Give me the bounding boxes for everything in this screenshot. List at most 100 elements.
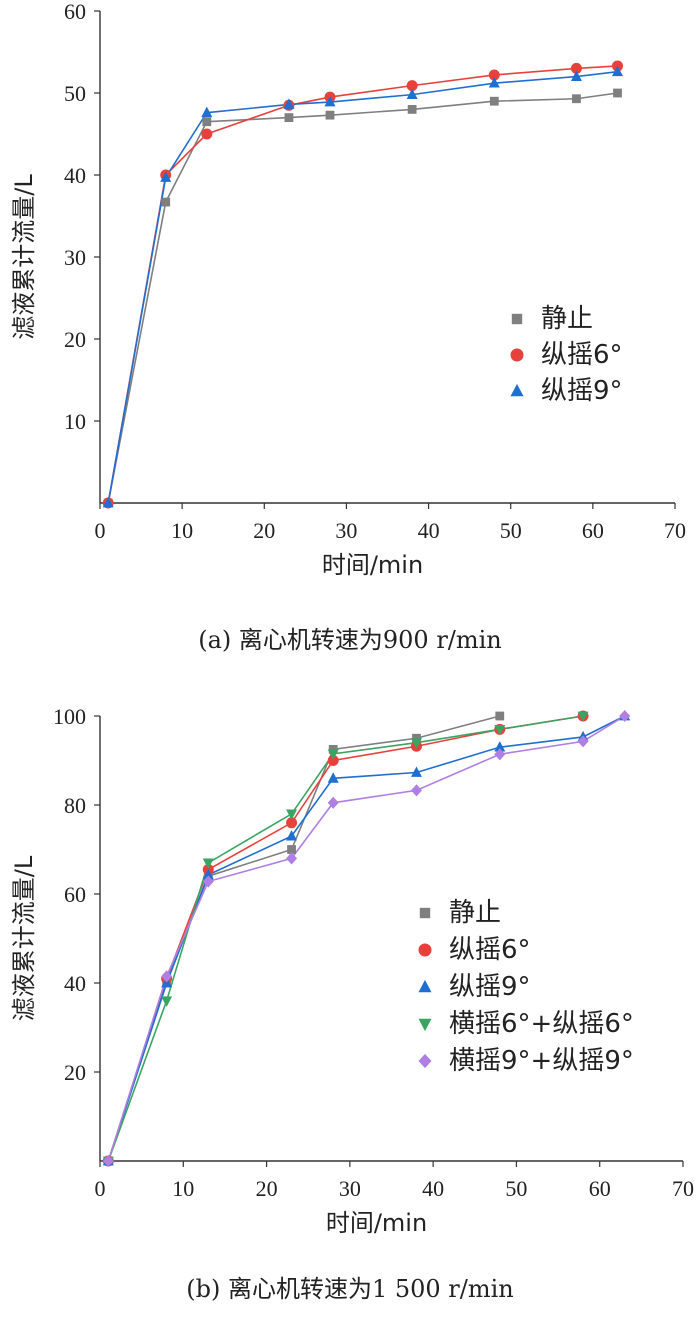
data-point-series-3 <box>286 830 298 841</box>
legend-label-2: 纵摇6° <box>449 935 531 965</box>
chart-a: 10 20 30 40 50 60 0 10 20 30 40 50 60 70 时间/min 滤液累计流量/… <box>10 0 686 654</box>
data-point-series-2 <box>406 80 418 92</box>
legend-label-4: 横摇6°+纵摇6° <box>449 1009 634 1039</box>
data-point-series-3 <box>570 70 582 81</box>
data-point-series-1 <box>287 845 296 854</box>
data-point-series-1 <box>202 117 212 127</box>
series-line-1 <box>107 92 618 504</box>
data-point-series-1 <box>412 733 421 743</box>
legend-marker-5 <box>418 1053 432 1069</box>
chart-b: 20 40 60 80 100 0 10 20 30 40 50 60 70 时间/min 滤液累计流量/L… <box>10 704 694 1303</box>
data-point-series-3 <box>283 98 295 109</box>
x-tick-label: 70 <box>664 518 686 543</box>
data-point-series-4 <box>410 738 422 749</box>
data-point-series-3 <box>160 171 172 182</box>
series-line-4 <box>107 715 584 1162</box>
y-tick-label: 50 <box>64 81 86 106</box>
data-point-series-4 <box>286 809 298 820</box>
data-point-series-3 <box>102 496 114 508</box>
data-point-series-5 <box>494 748 506 761</box>
x-tick-label: 10 <box>171 518 193 543</box>
data-point-series-1 <box>284 113 294 122</box>
y-axis-label: 滤液累计流量/L <box>10 174 38 340</box>
legend-label-3: 纵摇9° <box>449 972 531 1002</box>
data-point-series-2 <box>488 69 500 81</box>
x-tick-label: 60 <box>589 1176 611 1201</box>
data-point-series-5 <box>161 970 173 983</box>
x-tick-label: 0 <box>95 518 106 543</box>
data-point-series-1 <box>613 88 622 98</box>
data-point-series-3 <box>202 868 214 880</box>
legend-label-2: 纵摇6° <box>541 340 623 370</box>
data-point-series-1 <box>572 94 581 104</box>
y-tick-label: 30 <box>64 245 86 270</box>
legend-marker-2 <box>418 943 432 957</box>
data-point-series-3 <box>201 106 213 118</box>
x-tick-label: 20 <box>253 518 275 543</box>
y-axis-label: 滤液累计流量/L <box>10 855 38 1021</box>
data-point-series-3 <box>410 766 422 777</box>
legend-marker-3 <box>510 383 524 397</box>
x-tick-label: 30 <box>335 518 357 543</box>
legend-marker-1 <box>511 313 523 325</box>
x-tick-label: 10 <box>172 1176 194 1201</box>
y-tick-label: 40 <box>64 971 86 996</box>
data-point-series-2 <box>327 755 339 766</box>
figure-caption: (a) 离心机转速为900 r/min <box>198 626 502 654</box>
data-point-series-2 <box>570 62 582 74</box>
x-tick-label: 70 <box>672 1176 694 1201</box>
x-tick-label: 30 <box>339 1176 361 1201</box>
y-tick-label: 10 <box>64 409 86 434</box>
legend-label-3: 纵摇9° <box>541 376 623 406</box>
data-point-series-1 <box>489 96 499 106</box>
series-line-2 <box>107 65 618 504</box>
data-point-series-1 <box>325 110 335 120</box>
legend-label-1: 静止 <box>541 304 593 334</box>
data-point-series-5 <box>410 784 422 797</box>
data-point-series-5 <box>286 852 298 865</box>
x-tick-label: 50 <box>500 518 522 543</box>
data-point-series-3 <box>406 88 418 100</box>
data-point-series-5 <box>102 1154 114 1168</box>
data-point-series-1 <box>407 105 417 114</box>
figure-caption: (b) 离心机转速为1 500 r/min <box>186 1275 514 1303</box>
series-line-3 <box>107 70 618 504</box>
data-point-series-5 <box>577 735 589 748</box>
x-tick-label: 40 <box>422 1176 444 1201</box>
y-tick-label: 80 <box>64 793 86 818</box>
x-tick-label: 60 <box>582 518 604 543</box>
y-tick-label: 60 <box>64 0 86 24</box>
data-point-series-4 <box>327 749 339 760</box>
data-point-series-3 <box>612 65 623 77</box>
data-point-series-4 <box>202 858 214 869</box>
y-tick-label: 100 <box>53 704 86 729</box>
data-point-series-1 <box>328 744 338 754</box>
data-point-series-1 <box>495 711 505 721</box>
data-point-series-3 <box>494 741 506 752</box>
data-point-series-1 <box>161 197 171 207</box>
data-point-series-4 <box>494 724 506 736</box>
legend-marker-4 <box>418 1018 432 1032</box>
legend-label-1: 静止 <box>449 898 501 928</box>
data-point-series-2 <box>201 128 213 140</box>
x-tick-label: 50 <box>505 1176 527 1201</box>
data-point-series-5 <box>327 796 339 809</box>
y-tick-label: 20 <box>64 327 86 352</box>
legend-marker-1 <box>419 907 431 919</box>
series-line-1 <box>107 715 500 1162</box>
data-point-series-3 <box>327 772 339 783</box>
legend-label-5: 横摇9°+纵摇9° <box>449 1046 634 1076</box>
x-tick-label: 20 <box>256 1176 278 1201</box>
data-point-series-5 <box>619 709 631 723</box>
y-tick-label: 40 <box>64 163 86 188</box>
data-point-series-3 <box>488 77 500 88</box>
y-tick-label: 20 <box>64 1060 86 1085</box>
legend-marker-3 <box>418 979 432 993</box>
x-axis-label: 时间/min <box>326 1209 427 1237</box>
x-tick-label: 40 <box>418 518 440 543</box>
data-point-series-3 <box>324 95 336 107</box>
y-tick-label: 60 <box>64 882 86 907</box>
legend-marker-2 <box>510 348 524 362</box>
x-tick-label: 0 <box>95 1176 106 1201</box>
